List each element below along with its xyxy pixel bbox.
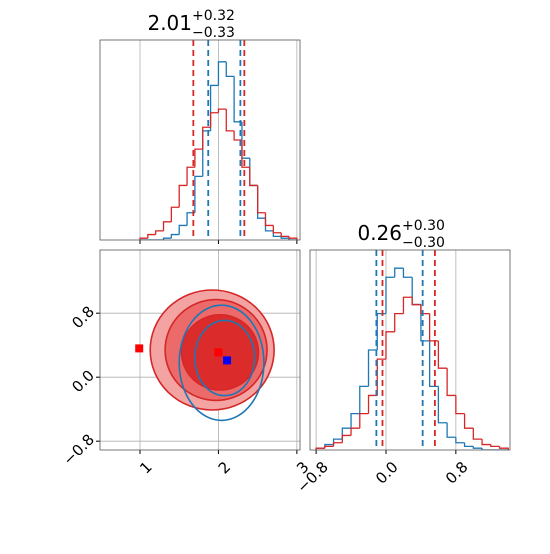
title-upper: +0.32 bbox=[192, 8, 235, 24]
histogram-step bbox=[350, 412, 360, 429]
x-tick-label: 0.0 bbox=[372, 458, 402, 488]
histogram-step bbox=[455, 437, 465, 444]
histogram-step bbox=[315, 447, 325, 450]
panel-title: 2.01 bbox=[147, 11, 192, 35]
title-upper: +0.30 bbox=[402, 218, 445, 234]
histogram-step bbox=[341, 427, 352, 440]
histogram-step bbox=[256, 185, 266, 214]
x-tick-label: 2 bbox=[215, 458, 234, 477]
histogram-step bbox=[233, 130, 242, 141]
panel bbox=[315, 250, 509, 450]
marker bbox=[223, 356, 232, 365]
title-lower: −0.33 bbox=[192, 25, 235, 41]
histogram-step bbox=[170, 206, 180, 222]
histogram-step bbox=[225, 61, 235, 78]
histogram-step bbox=[139, 237, 148, 240]
axes-frame bbox=[99, 39, 301, 241]
panel bbox=[139, 40, 298, 240]
histogram-step bbox=[481, 439, 491, 446]
histogram-step bbox=[288, 236, 298, 240]
histogram-step bbox=[170, 233, 180, 239]
histogram-step bbox=[264, 212, 274, 227]
histogram-step bbox=[162, 221, 172, 231]
histogram-step bbox=[498, 446, 509, 450]
histogram-step bbox=[272, 225, 282, 234]
histogram-step bbox=[367, 349, 378, 387]
x-tick-label: 1 bbox=[136, 458, 155, 477]
histogram-step bbox=[472, 428, 483, 440]
histogram-step bbox=[264, 218, 274, 232]
contour-level bbox=[194, 319, 256, 397]
histogram-step bbox=[429, 340, 439, 388]
histogram-step bbox=[178, 184, 188, 208]
histogram-step bbox=[359, 385, 369, 414]
histogram-step bbox=[332, 442, 343, 447]
histogram-step bbox=[272, 230, 282, 238]
panel-title: 0.26 bbox=[357, 221, 402, 245]
histogram-step bbox=[437, 386, 448, 424]
histogram-step bbox=[186, 166, 195, 186]
y-tick-label: 0.8 bbox=[68, 302, 98, 332]
histogram-step bbox=[332, 438, 343, 445]
axes-frame bbox=[309, 249, 511, 451]
histogram-step bbox=[280, 232, 290, 238]
title-lower: −0.30 bbox=[402, 235, 445, 251]
histogram-step bbox=[463, 442, 474, 448]
y-tick-label: 0.0 bbox=[68, 366, 98, 396]
marker bbox=[214, 348, 223, 357]
histogram-step bbox=[455, 395, 465, 415]
marker bbox=[135, 344, 144, 353]
histogram-step bbox=[194, 148, 203, 168]
histogram-step bbox=[209, 84, 219, 131]
axes-frame bbox=[99, 249, 301, 451]
histogram-step bbox=[341, 434, 352, 443]
histogram-step bbox=[194, 175, 203, 213]
histogram-step bbox=[463, 413, 474, 429]
histogram-step bbox=[155, 230, 164, 235]
histogram-step bbox=[209, 112, 219, 128]
histogram-step bbox=[217, 108, 227, 113]
histogram-step bbox=[472, 446, 483, 449]
histogram-step bbox=[217, 61, 227, 86]
histogram-step bbox=[359, 412, 369, 429]
histogram-step bbox=[202, 130, 211, 177]
histogram-step bbox=[249, 167, 258, 187]
histogram-step bbox=[385, 276, 395, 314]
histogram-step bbox=[411, 297, 421, 306]
histogram-step bbox=[446, 422, 456, 438]
histogram-step bbox=[420, 304, 430, 315]
y-tick-label: −0.8 bbox=[60, 430, 98, 468]
histogram-step bbox=[367, 394, 378, 414]
histogram-step bbox=[225, 109, 235, 132]
histogram-step bbox=[241, 140, 250, 168]
histogram-step bbox=[490, 444, 500, 448]
histogram-step bbox=[394, 312, 404, 332]
panel bbox=[100, 250, 300, 450]
histogram-step bbox=[178, 224, 188, 235]
histogram-step bbox=[202, 126, 211, 150]
histogram-step bbox=[437, 340, 448, 369]
histogram-step bbox=[420, 304, 430, 342]
histogram-step bbox=[411, 277, 421, 306]
histogram-step bbox=[394, 267, 404, 278]
histogram-step bbox=[233, 76, 242, 123]
histogram-step bbox=[186, 212, 195, 226]
histogram-step bbox=[147, 233, 156, 239]
histogram-step bbox=[402, 268, 413, 278]
histogram-step bbox=[249, 158, 258, 187]
histogram-step bbox=[446, 368, 456, 397]
histogram-step bbox=[481, 448, 491, 450]
histogram-step bbox=[324, 445, 334, 449]
histogram-step bbox=[350, 427, 360, 436]
x-tick-label: 0.8 bbox=[442, 458, 472, 488]
histogram-step bbox=[402, 296, 413, 314]
histogram-step bbox=[162, 237, 172, 240]
histogram-step bbox=[241, 121, 250, 159]
histogram-step bbox=[385, 331, 395, 360]
contour-level bbox=[178, 304, 265, 422]
histogram-step bbox=[429, 313, 439, 342]
